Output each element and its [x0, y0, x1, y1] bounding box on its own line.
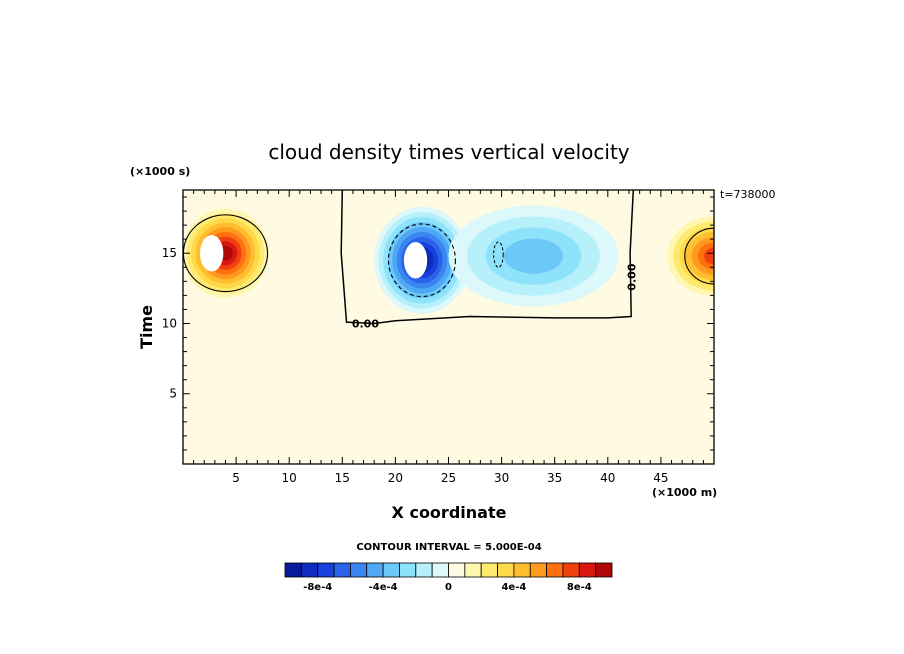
x-tick-label: 10 — [282, 471, 297, 485]
colorbar-swatch — [513, 562, 531, 578]
colorbar-tick-label: 8e-4 — [567, 582, 592, 593]
colorbar-tick-label: 4e-4 — [501, 582, 526, 593]
x-tick-label: 35 — [547, 471, 562, 485]
tick-layer: 5 10 15 20 25 30 35 40 45 5 10 15 — [162, 190, 714, 485]
colorbar-tick-label: -8e-4 — [303, 582, 332, 593]
field-band — [704, 247, 714, 265]
colorbar-swatch — [431, 562, 449, 578]
x-tick-label: 30 — [494, 471, 509, 485]
colorbar-swatch — [366, 562, 384, 578]
colorbar-swatch — [562, 562, 580, 578]
x-tick-label: 15 — [335, 471, 350, 485]
colorbar-swatch — [317, 562, 335, 578]
field-feature-negative-weak — [448, 205, 619, 307]
x-tick-label: 20 — [388, 471, 403, 485]
y-axis-label: Time — [137, 305, 156, 349]
colorbar-swatch — [497, 562, 515, 578]
contour-label-zero-bottom: 0.00 — [352, 318, 379, 331]
colorbar-swatch — [448, 562, 466, 578]
colorbar-tick-label: 0 — [445, 582, 452, 593]
chart-title: cloud density times vertical velocity — [268, 140, 629, 164]
x-tick-label: 40 — [600, 471, 615, 485]
negative-contour-small — [493, 241, 504, 268]
zero-contour-line — [340, 190, 635, 325]
plot-area: 0.00 0.00 — [183, 190, 714, 464]
y-tick-label: 5 — [169, 387, 177, 401]
field-band — [503, 238, 564, 274]
colorbar-swatch — [464, 562, 482, 578]
x-tick-label: 25 — [441, 471, 456, 485]
out-of-range-hole — [403, 241, 428, 279]
colorbar-tick-label: -4e-4 — [369, 582, 398, 593]
colorbar-swatch — [529, 562, 548, 578]
y-units-label: (×1000 s) — [130, 165, 190, 178]
time-stamp: t=738000 — [720, 188, 776, 201]
colorbar-swatch — [300, 562, 319, 578]
colorbar-swatch — [333, 562, 351, 578]
colorbar-swatch — [349, 562, 368, 578]
colorbar-swatch — [382, 562, 400, 578]
colorbar-swatch — [546, 562, 564, 578]
colorbar-swatch — [595, 562, 613, 578]
colorbar-swatch — [399, 562, 417, 578]
colorbar-swatch — [578, 562, 597, 578]
contour-label-zero-right: 0.00 — [625, 263, 638, 290]
colorbar-swatch — [415, 562, 433, 578]
colorbar-swatch — [284, 562, 302, 578]
y-tick-label: 15 — [162, 246, 177, 260]
x-axis-label: X coordinate — [392, 503, 507, 522]
contour-layer: 0.00 0.00 — [183, 190, 714, 331]
field-feature-negative-min — [374, 206, 470, 314]
contour-interval-label: CONTOUR INTERVAL = 5.000E-04 — [356, 542, 541, 553]
negative-contour-line — [387, 223, 456, 298]
x-units-label: (×1000 m) — [652, 486, 717, 499]
field-feature-positive-wrap — [660, 211, 714, 301]
colorbar: -8e-4 -4e-4 0 4e-4 8e-4 — [284, 562, 613, 593]
field-feature-positive-max — [183, 204, 274, 303]
y-tick-label: 10 — [162, 316, 177, 330]
colorbar-swatch — [480, 562, 498, 578]
out-of-range-hole — [199, 234, 224, 272]
field-layer — [183, 204, 714, 314]
x-tick-label: 5 — [232, 471, 240, 485]
x-tick-label: 45 — [653, 471, 668, 485]
